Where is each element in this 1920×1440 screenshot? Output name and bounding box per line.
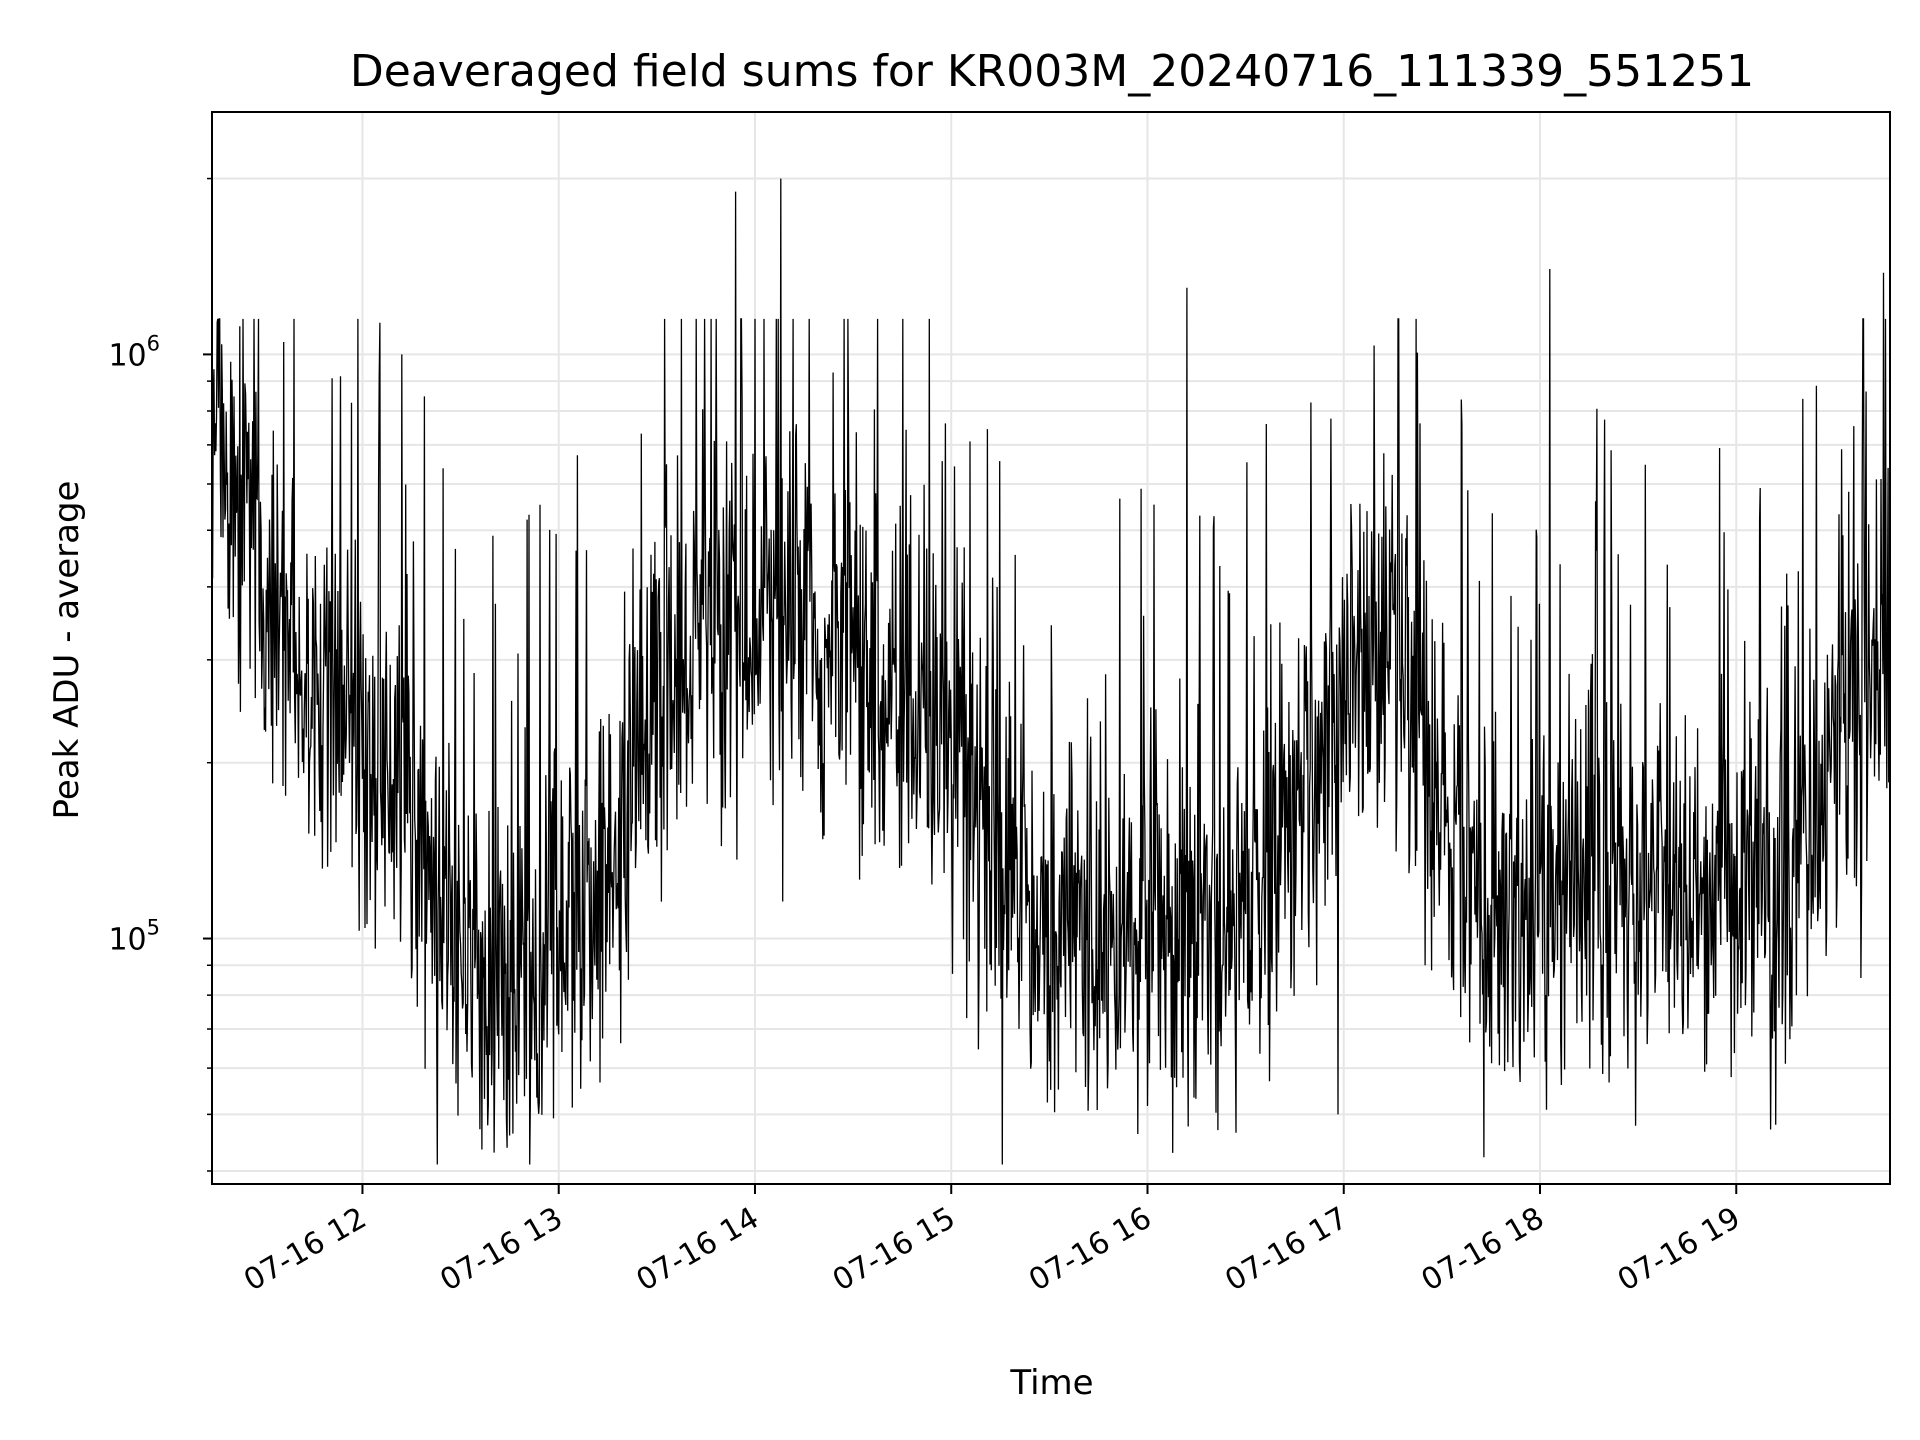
series-line (212, 178, 1890, 1165)
y-tick-exponent: 6 (147, 331, 160, 355)
y-axis-title: Peak ADU - average (47, 481, 87, 820)
series-layer (212, 178, 1890, 1165)
chart-title: Deaveraged field sums for KR003M_2024071… (350, 46, 1754, 97)
plot-frame (211, 111, 1891, 1185)
x-axis-title: Time (1009, 1363, 1093, 1403)
y-tick-exponent: 5 (147, 916, 160, 940)
